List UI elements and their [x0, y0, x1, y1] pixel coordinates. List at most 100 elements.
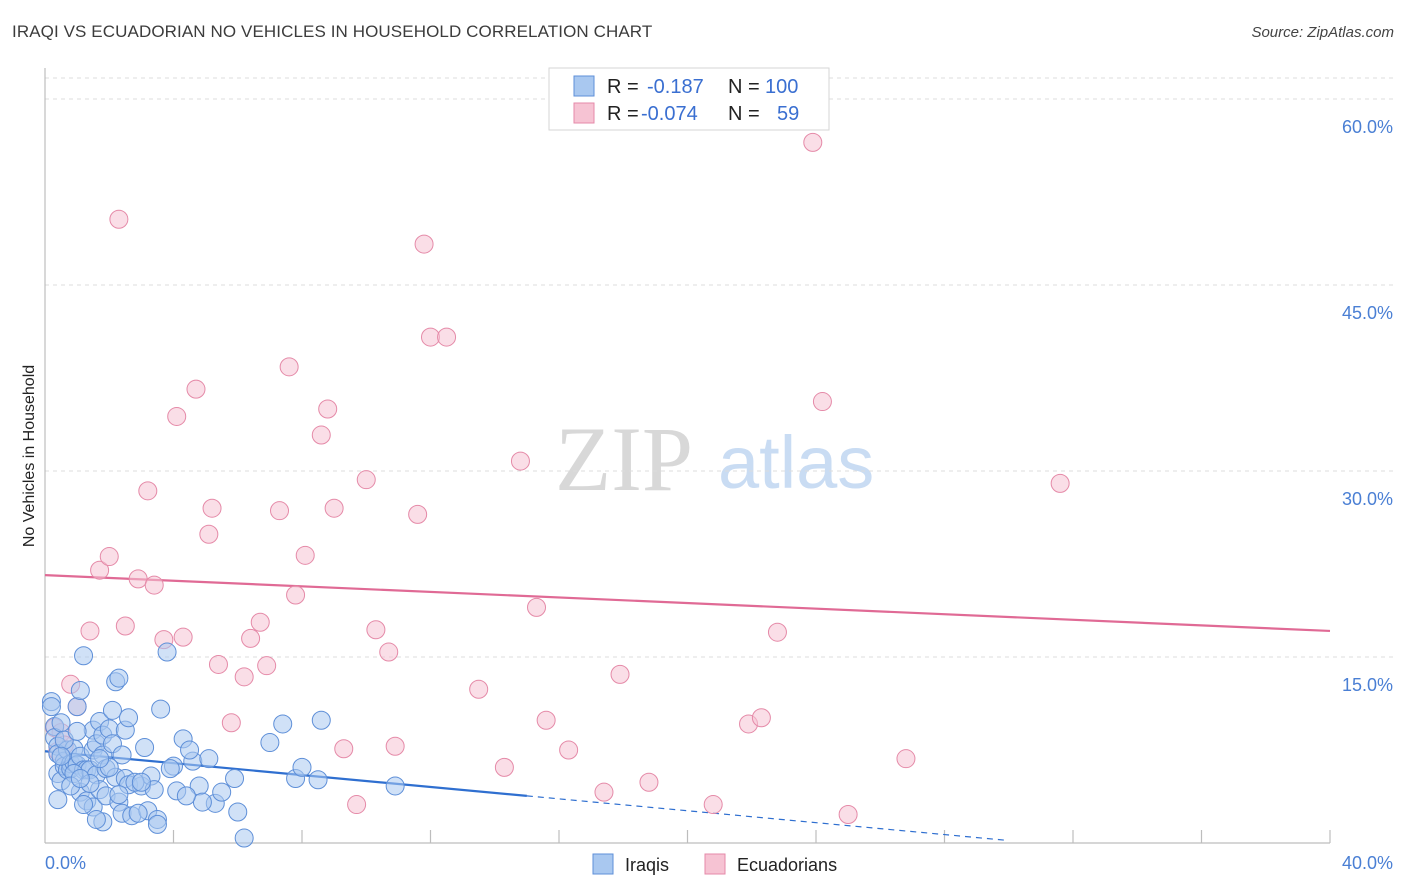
- ecuadorian-point: [510, 451, 530, 471]
- watermark-atlas: atlas: [718, 421, 874, 504]
- iraqi-point: [128, 803, 148, 823]
- iraqi-point: [86, 809, 106, 829]
- ecuadorian-point: [527, 597, 547, 617]
- iraqi-point: [70, 769, 90, 789]
- bottom-legend-label-iraqis: Iraqis: [625, 855, 669, 875]
- ecuadorian-point: [421, 327, 440, 347]
- legend-r-label-2: R =: [607, 103, 639, 125]
- ecuadorian-point: [812, 392, 832, 412]
- ecuadorian-point: [318, 399, 338, 419]
- iraqi-point: [131, 772, 151, 792]
- legend-n-label-1: N =: [728, 76, 760, 98]
- ecuadorian-point: [1050, 473, 1070, 493]
- iraqi-point: [109, 668, 129, 688]
- ecuadorian-point: [186, 379, 206, 399]
- x-tick-label-min: 0.0%: [45, 853, 86, 873]
- chart-title: IRAQI VS ECUADORIAN NO VEHICLES IN HOUSE…: [12, 22, 653, 41]
- bottom-legend-swatch-iraqis: [592, 853, 614, 875]
- legend-r-value-1: -0.187: [647, 76, 704, 98]
- iraqi-point: [234, 828, 254, 848]
- iraqi-point: [157, 642, 177, 662]
- legend: R = -0.187 N = 100 R = -0.074 N = 59: [548, 67, 830, 131]
- iraqi-point: [70, 680, 90, 700]
- ecuadorian-point: [610, 664, 630, 684]
- axes: [44, 68, 1331, 844]
- ecuadorian-point: [559, 740, 579, 760]
- ecuadorian-point: [90, 560, 110, 580]
- bottom-legend-label-ecuadorians: Ecuadorians: [737, 855, 837, 875]
- ecuadorian-point: [366, 620, 386, 640]
- iraqi-point: [151, 699, 171, 719]
- ecuadorian-point: [594, 782, 614, 802]
- x-tick-labels: 0.0% 40.0%: [45, 853, 1393, 873]
- ecuadorian-point: [703, 795, 723, 815]
- data-points: [41, 132, 1070, 848]
- iraqi-point: [109, 785, 129, 805]
- y-tick-label-0: 15.0%: [1342, 675, 1393, 695]
- ecuadorian-point: [128, 569, 148, 589]
- y-axis-label: No Vehicles in Household: [21, 365, 38, 547]
- ecuadorian-point: [494, 757, 514, 777]
- iraqi-point: [67, 697, 87, 717]
- y-tick-label-3: 60.0%: [1342, 117, 1393, 137]
- ecuadorian-point: [838, 804, 858, 824]
- iraqi-point: [225, 769, 245, 789]
- ecuadorian-point: [173, 627, 193, 647]
- iraqi-point: [311, 710, 331, 730]
- iraqi-point: [112, 745, 132, 765]
- iraqi-point: [74, 795, 94, 815]
- iraqi-trend-extension: [526, 795, 1009, 842]
- legend-r-label-1: R =: [607, 76, 639, 98]
- iraqi-point: [48, 790, 68, 810]
- ecuadorian-point: [286, 585, 306, 605]
- ecuadorian-point: [99, 547, 119, 567]
- ecuadorian-point: [221, 713, 241, 733]
- ecuadorian-point: [639, 772, 659, 792]
- iraqi-point: [273, 714, 293, 734]
- ecuadorian-point: [751, 708, 771, 728]
- legend-n-value-2: 59: [777, 103, 799, 125]
- legend-swatch-ecuadorians: [573, 102, 595, 124]
- ecuadorian-point: [324, 498, 344, 518]
- iraqi-point: [192, 792, 212, 812]
- iraqi-point: [135, 738, 155, 758]
- ecuadorian-point: [803, 132, 823, 152]
- ecuadorian-point: [295, 545, 315, 565]
- ecuadorian-point: [109, 209, 129, 229]
- ecuadorian-point: [250, 612, 270, 632]
- grid-lines: [45, 77, 1395, 658]
- iraqi-point: [51, 713, 71, 733]
- source-label: Source: ZipAtlas.com: [1251, 24, 1394, 41]
- ecuadorian-point: [896, 749, 916, 769]
- ecuadorian-point: [80, 621, 100, 641]
- ecuadorian-trend-line: [44, 574, 1331, 633]
- ecuadorian-point: [334, 739, 354, 759]
- bottom-legend-swatch-ecuadorians: [704, 853, 726, 875]
- ecuadorian-point: [257, 656, 277, 676]
- ecuadorian-point: [115, 616, 135, 636]
- bottom-legend: Iraqis Ecuadorians: [592, 853, 837, 875]
- x-tick-label-max: 40.0%: [1342, 853, 1393, 873]
- iraqi-point: [74, 646, 94, 666]
- ecuadorian-point: [241, 628, 261, 648]
- iraqi-point: [260, 733, 280, 753]
- iraqi-point: [119, 708, 139, 728]
- iraqi-point: [212, 782, 232, 802]
- ecuadorian-point: [279, 357, 299, 377]
- iraqi-point: [308, 770, 328, 790]
- ecuadorian-point: [379, 642, 399, 662]
- ecuadorian-point: [234, 667, 254, 687]
- ecuadorian-point: [167, 406, 187, 426]
- iraqi-point: [90, 749, 110, 769]
- ecuadorian-point: [356, 470, 376, 490]
- legend-r-value-2: -0.074: [641, 103, 698, 125]
- iraqi-point: [176, 786, 196, 806]
- iraqi-point: [160, 759, 180, 779]
- ecuadorian-point: [347, 795, 367, 815]
- iraqi-point: [292, 757, 312, 777]
- iraqi-point: [180, 740, 200, 760]
- legend-swatch-iraqis: [573, 75, 595, 97]
- iraqi-point: [51, 746, 71, 766]
- y-tick-label-2: 45.0%: [1342, 303, 1393, 323]
